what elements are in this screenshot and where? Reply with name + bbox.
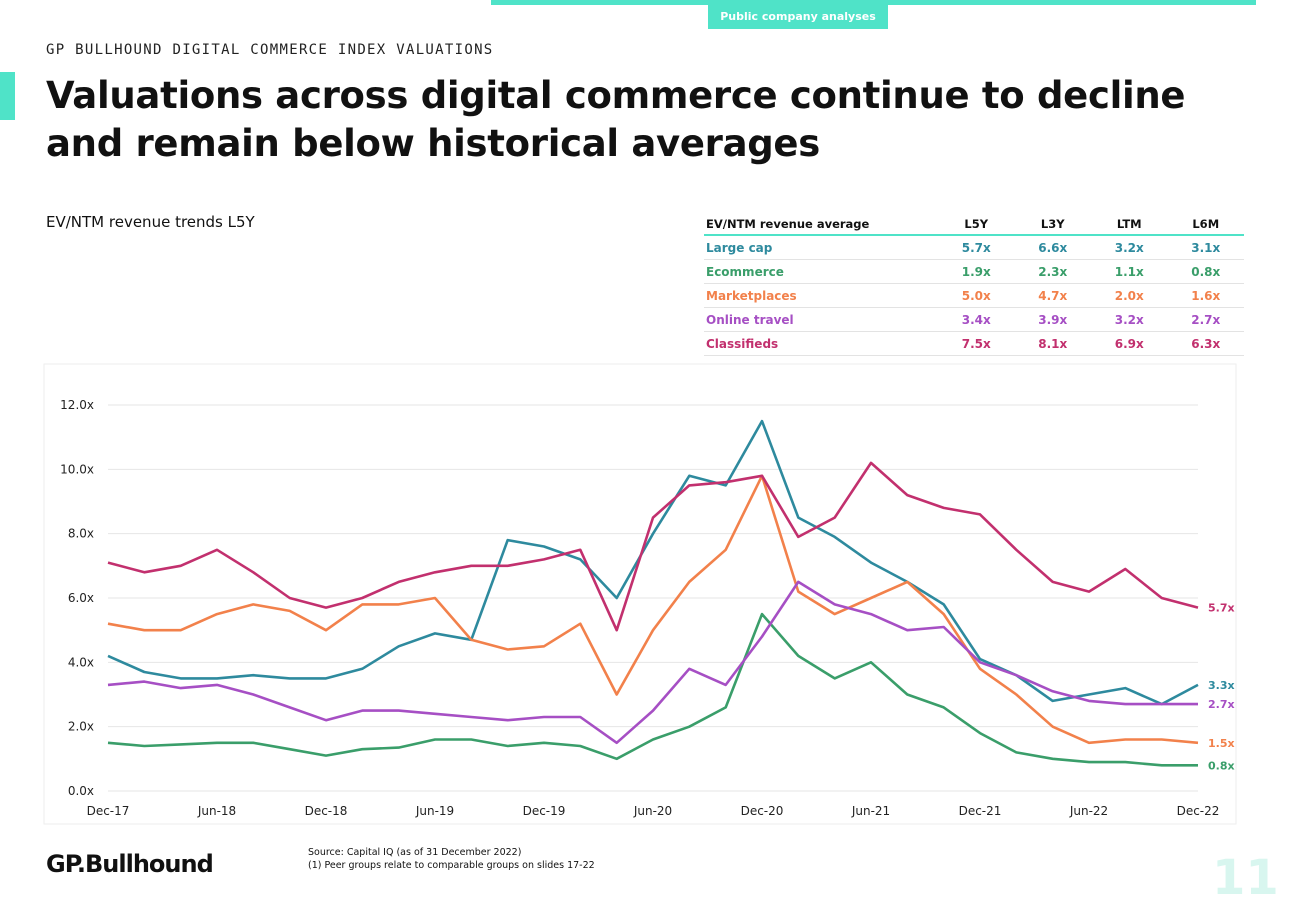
- row-label: Ecommerce: [704, 259, 938, 284]
- table-row: Marketplaces 5.0x 4.7x 2.0x 1.6x: [704, 283, 1244, 308]
- table-row: Large cap 5.7x 6.6x 3.2x 3.1x: [704, 235, 1244, 260]
- row-label: Online travel: [704, 307, 938, 332]
- x-tick-label: Jun-20: [633, 804, 672, 818]
- source-line: Source: Capital IQ (as of 31 December 20…: [308, 847, 522, 858]
- line-chart: 0.0x 2.0x 4.0x 6.0x 8.0x 10.0x 12.0x Dec-17 Jun-…: [0, 360, 1300, 830]
- cell-l5y: 5.0x: [938, 283, 1015, 308]
- table-header-label: EV/NTM revenue average: [704, 216, 938, 236]
- cell-l6m: 3.1x: [1167, 235, 1244, 260]
- line-chart-svg: 0.0x 2.0x 4.0x 6.0x 8.0x 10.0x 12.0x Dec-17 Jun-…: [43, 363, 1237, 825]
- kicker: GP BULLHOUND DIGITAL COMMERCE INDEX VALU…: [46, 42, 494, 58]
- cell-ltm: 6.9x: [1091, 331, 1168, 356]
- series-line: [107, 474, 1199, 745]
- y-tick-label: 0.0x: [68, 784, 94, 798]
- table-row: Ecommerce 1.9x 2.3x 1.1x 0.8x: [704, 259, 1244, 284]
- chart-title: EV/NTM revenue trends L5Y: [46, 213, 255, 231]
- cell-ltm: 2.0x: [1091, 283, 1168, 308]
- x-tick-label: Dec-22: [1177, 804, 1220, 818]
- table-row: Online travel 3.4x 3.9x 3.2x 2.7x: [704, 307, 1244, 332]
- row-label: Classifieds: [704, 331, 938, 356]
- cell-ltm: 1.1x: [1091, 259, 1168, 284]
- x-tick-label: Dec-20: [741, 804, 784, 818]
- average-table-header: EV/NTM revenue average L5Y L3Y LTM L6M: [704, 216, 1244, 236]
- cell-l5y: 1.9x: [938, 259, 1015, 284]
- row-label: Large cap: [704, 235, 938, 260]
- table-header-l6m: L6M: [1167, 216, 1244, 236]
- gp-bullhound-logo: GP.Bullhound: [46, 850, 214, 878]
- cell-l6m: 2.7x: [1167, 307, 1244, 332]
- cell-ltm: 3.2x: [1091, 235, 1168, 260]
- series-end-label: 2.7x: [1208, 698, 1235, 711]
- page-number: 11: [1212, 850, 1279, 906]
- cell-l3y: 8.1x: [1014, 331, 1091, 356]
- cell-l6m: 6.3x: [1167, 331, 1244, 356]
- top-accent-bar: [491, 0, 1256, 5]
- x-tick-label: Jun-21: [851, 804, 890, 818]
- cell-l5y: 7.5x: [938, 331, 1015, 356]
- series-line: [107, 461, 1199, 632]
- table-row: Classifieds 7.5x 8.1x 6.9x 6.3x: [704, 331, 1244, 356]
- chart-frame: [43, 363, 1237, 825]
- y-tick-label: 12.0x: [60, 398, 94, 412]
- series-end-label: 1.5x: [1208, 737, 1235, 750]
- source-note: Source: Capital IQ (as of 31 December 20…: [308, 846, 595, 872]
- x-tick-label: Dec-21: [959, 804, 1002, 818]
- x-tick-label: Dec-18: [305, 804, 348, 818]
- x-tick-label: Dec-19: [523, 804, 566, 818]
- table-header-l3y: L3Y: [1014, 216, 1091, 236]
- cell-l6m: 0.8x: [1167, 259, 1244, 284]
- x-tick-label: Dec-17: [87, 804, 130, 818]
- cell-l6m: 1.6x: [1167, 283, 1244, 308]
- footnote-line: (1) Peer groups relate to comparable gro…: [308, 860, 595, 871]
- y-tick-label: 4.0x: [68, 655, 94, 669]
- x-tick-label: Jun-19: [415, 804, 454, 818]
- y-tick-label: 6.0x: [68, 591, 94, 605]
- series-line: [107, 580, 1198, 745]
- cell-l5y: 3.4x: [938, 307, 1015, 332]
- table-header-ltm: LTM: [1091, 216, 1168, 236]
- average-table: EV/NTM revenue average L5Y L3Y LTM L6M L…: [704, 216, 1244, 356]
- series-line: [107, 612, 1198, 767]
- cell-l5y: 5.7x: [938, 235, 1015, 260]
- section-tag: Public company analyses: [708, 5, 888, 29]
- row-label: Marketplaces: [704, 283, 938, 308]
- x-tick-label: Jun-18: [197, 804, 236, 818]
- x-tick-label: Jun-22: [1069, 804, 1108, 818]
- cell-ltm: 3.2x: [1091, 307, 1168, 332]
- series-end-label: 3.3x: [1208, 679, 1235, 692]
- cell-l3y: 2.3x: [1014, 259, 1091, 284]
- series-end-label: 5.7x: [1208, 602, 1235, 615]
- page-title: Valuations across digital commerce conti…: [46, 74, 1186, 165]
- series-line: [107, 419, 1199, 706]
- cell-l3y: 6.6x: [1014, 235, 1091, 260]
- y-tick-label: 2.0x: [68, 720, 94, 734]
- cell-l3y: 3.9x: [1014, 307, 1091, 332]
- cell-l3y: 4.7x: [1014, 283, 1091, 308]
- series-end-label: 0.8x: [1208, 759, 1235, 772]
- y-tick-label: 10.0x: [60, 462, 94, 476]
- left-accent-bar: [0, 72, 15, 120]
- table-header-l5y: L5Y: [938, 216, 1015, 236]
- y-tick-label: 8.0x: [68, 527, 94, 541]
